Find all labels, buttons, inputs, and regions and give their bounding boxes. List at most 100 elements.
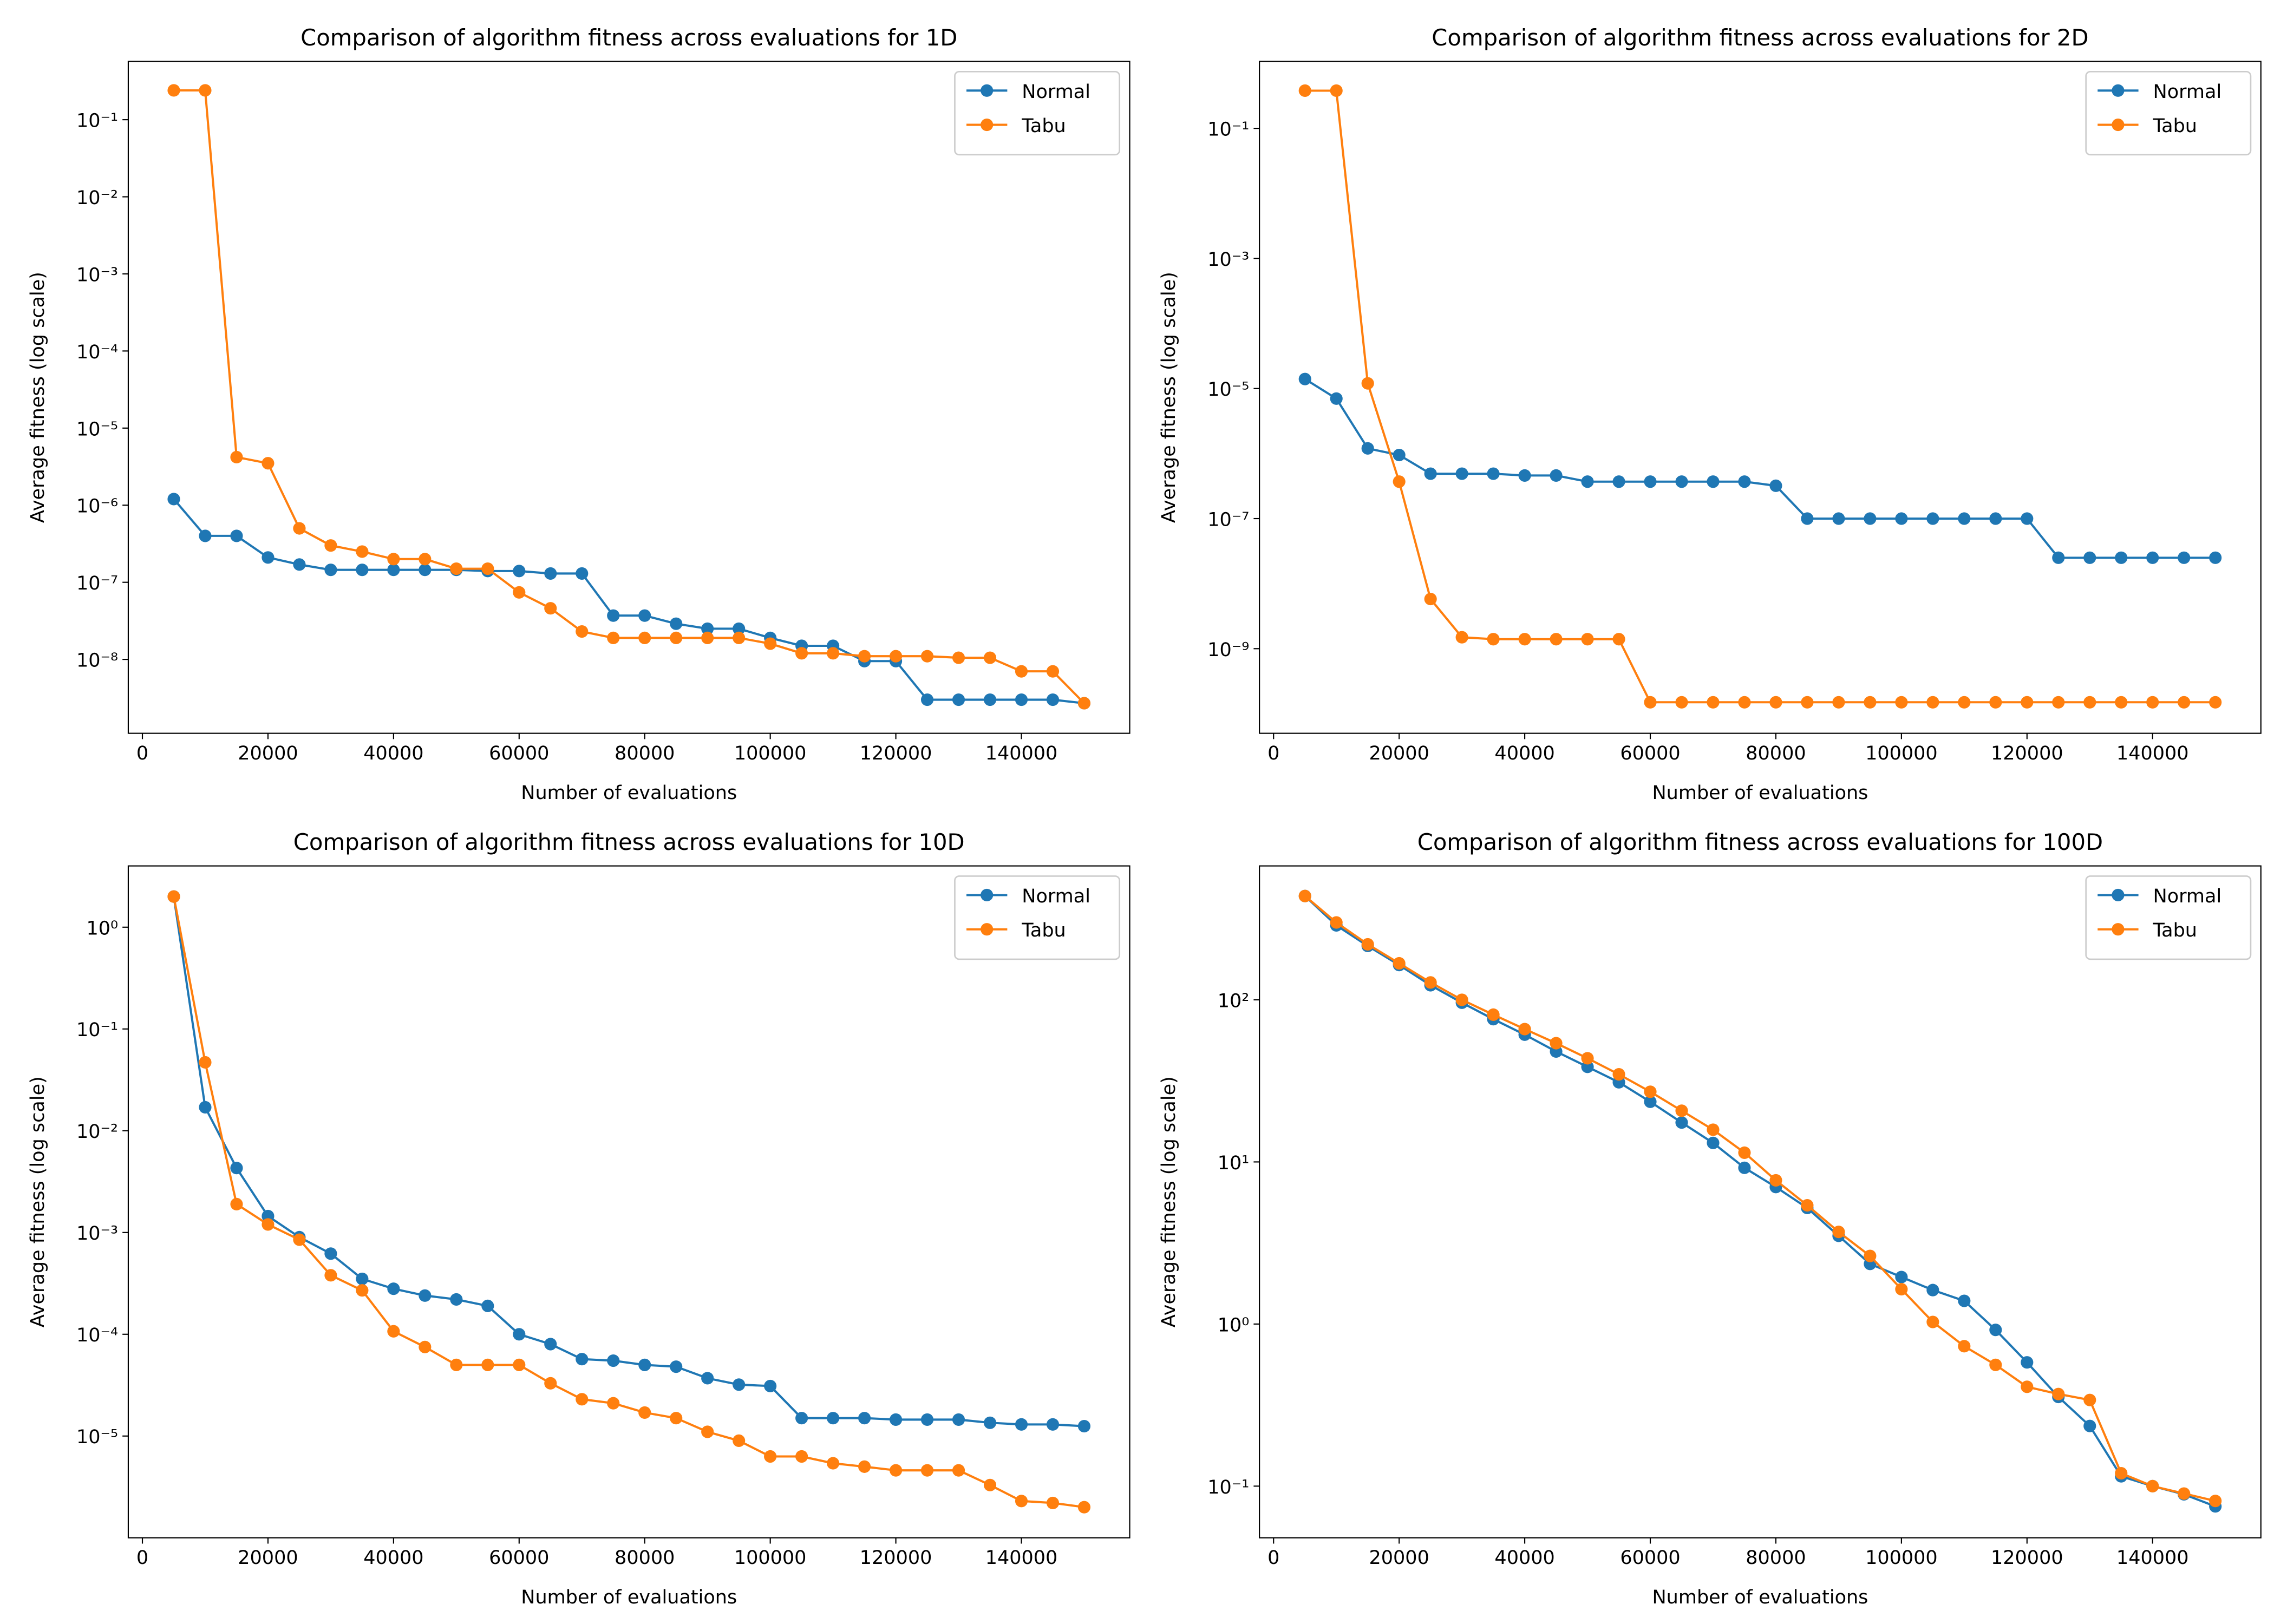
data-point [920,650,934,663]
data-point [1926,1284,1939,1296]
y-tick-label: 10⁻² [76,187,118,209]
data-point [2021,512,2034,525]
data-point [387,564,400,577]
data-point [764,637,777,650]
x-tick-label: 140000 [985,743,1058,764]
data-point [1581,1052,1594,1065]
x-tick-label: 100000 [734,743,807,764]
y-tick-label: 10⁻⁵ [76,1426,118,1448]
data-point [795,1450,808,1463]
y-tick-label: 10⁻⁴ [76,342,118,363]
data-point [638,1358,651,1371]
data-point [576,567,589,580]
data-point [2083,1393,2096,1406]
data-point [795,1412,808,1425]
data-point [1832,696,1845,709]
y-axis-label: Average fitness (log scale) [27,1076,49,1327]
legend-box [954,70,1121,156]
data-point [764,1379,777,1392]
data-point [1612,475,1625,488]
data-point [1738,475,1751,488]
data-point [1895,696,1908,709]
plot-frame [127,865,1131,1538]
data-point [1612,633,1625,646]
data-point [1077,697,1091,710]
data-point [1330,392,1343,405]
data-point [481,1299,494,1312]
data-point [1361,938,1374,951]
y-tick-label: 10⁻⁹ [1207,639,1249,661]
legend-marker [2112,923,2125,936]
data-point [230,450,243,464]
data-point [1581,475,1594,488]
legend-marker [2112,84,2125,97]
x-tick-label: 40000 [1494,1547,1554,1569]
data-point [1581,633,1594,646]
data-point [858,1412,871,1425]
x-tick-label: 40000 [1494,743,1554,764]
data-point [607,1354,620,1367]
x-tick-label: 60000 [489,1547,549,1569]
data-point [544,567,557,580]
data-point [983,1478,997,1491]
data-point [1958,1294,1971,1307]
data-point [419,1340,432,1353]
y-tick-label: 10¹ [1218,1152,1250,1174]
data-point [2021,1380,2034,1393]
legend-label: Tabu [1021,920,1066,941]
data-point [1801,512,1814,525]
chart-title: Comparison of algorithm fitness across e… [1432,24,2088,51]
y-tick-label: 10⁻⁶ [76,496,118,518]
data-point [544,602,557,615]
y-tick-label: 10⁰ [1218,1314,1250,1336]
x-tick-label: 120000 [860,743,932,764]
data-point [889,1464,903,1477]
data-point [1046,693,1060,706]
data-point [1895,1271,1908,1284]
data-point [419,564,432,577]
data-point [293,522,306,535]
y-tick-label: 10⁻¹ [76,1019,118,1041]
data-point [1675,1116,1688,1129]
data-point [701,631,714,644]
data-point [1769,696,1782,709]
y-tick-label: 10⁻¹ [76,110,118,132]
legend-marker [981,888,994,902]
data-point [1675,475,1688,488]
data-point [1738,696,1751,709]
data-point [1832,1226,1845,1239]
data-point [356,564,369,577]
data-point [2115,696,2128,709]
data-point [827,647,840,660]
data-point [1015,665,1028,678]
data-point [733,1434,746,1447]
series-line [1305,89,2216,704]
x-axis-label: Number of evaluations [1652,782,1868,804]
y-tick-label: 10⁻² [76,1121,118,1143]
data-point [1801,696,1814,709]
data-point [199,1056,212,1069]
data-point [419,553,432,566]
data-point [1298,372,1311,385]
data-point [670,617,683,630]
data-point [2021,1356,2034,1369]
x-axis-label: Number of evaluations [1652,1587,1868,1608]
series-line [173,896,1084,1509]
data-point [670,1360,683,1373]
data-point [1015,1495,1028,1508]
data-point [1989,1358,2002,1371]
data-point [1707,696,1720,709]
data-point [670,631,683,644]
data-point [638,631,651,644]
data-point [2052,1387,2065,1400]
data-point [1926,1315,1939,1328]
legend-label: Normal [2153,886,2222,907]
data-point [1330,916,1343,929]
data-point [983,651,997,664]
x-tick-label: 60000 [489,743,549,764]
data-point [2209,1495,2222,1508]
subplot: Comparison of algorithm fitness across e… [1158,829,2262,1608]
data-point [1958,512,1971,525]
